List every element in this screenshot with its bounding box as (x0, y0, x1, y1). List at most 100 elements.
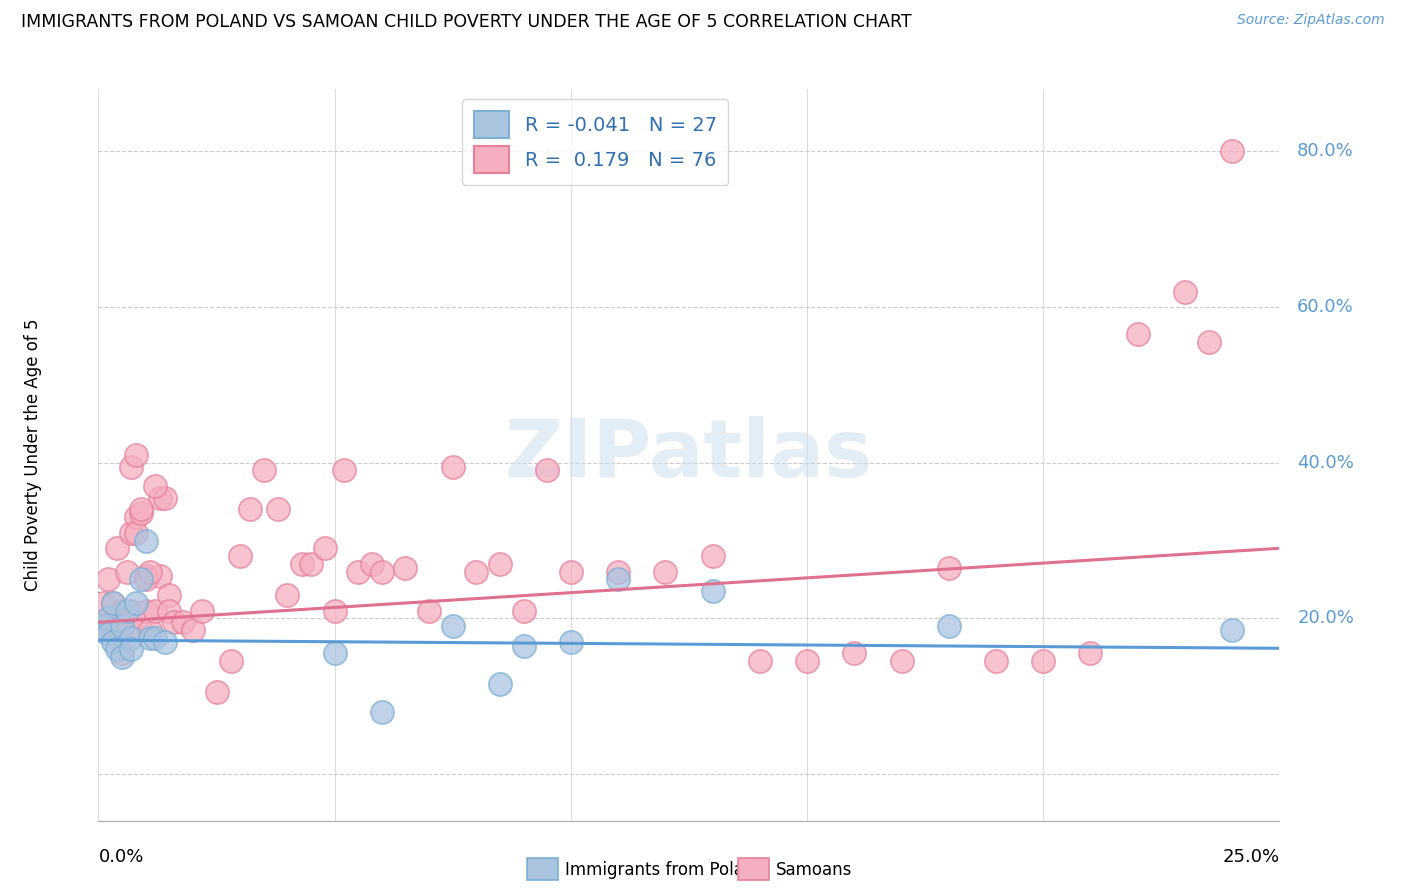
Point (299, 557, 322, 571)
Text: 60.0%: 60.0% (1298, 298, 1354, 316)
Point (465, 565, 488, 579)
Point (984, 654, 1007, 668)
Point (129, 506, 152, 520)
Text: 40.0%: 40.0% (1298, 454, 1354, 472)
Point (418, 603, 440, 617)
Point (121, 603, 143, 617)
Text: 25.0%: 25.0% (1222, 848, 1279, 866)
Point (253, 463, 276, 477)
Point (323, 603, 346, 617)
Point (111, 619, 134, 633)
Point (371, 705, 394, 719)
Point (536, 463, 558, 477)
Point (1220, 623, 1243, 637)
Point (702, 549, 724, 563)
Point (1220, 145, 1243, 159)
Point (607, 565, 630, 579)
Point (121, 642, 143, 657)
Point (101, 596, 124, 610)
Point (702, 584, 724, 599)
Point (796, 654, 818, 668)
Point (121, 631, 143, 645)
Text: Source: ZipAtlas.com: Source: ZipAtlas.com (1237, 13, 1385, 28)
Point (1080, 646, 1102, 660)
Point (290, 557, 312, 571)
Point (1032, 654, 1054, 668)
Point (125, 510, 148, 524)
Point (333, 463, 356, 477)
Point (105, 642, 128, 657)
Point (560, 565, 582, 579)
Point (101, 634, 124, 648)
Point (97, 611, 120, 625)
Point (139, 565, 162, 579)
Point (172, 615, 194, 630)
Point (143, 631, 166, 645)
Point (153, 491, 176, 505)
Point (139, 631, 162, 645)
Point (115, 565, 138, 579)
Point (153, 634, 176, 648)
Point (135, 573, 157, 587)
Point (91, 615, 114, 630)
Point (157, 588, 180, 602)
Point (371, 565, 394, 579)
Point (111, 623, 134, 637)
Point (135, 568, 157, 582)
Point (361, 557, 384, 571)
Point (163, 615, 186, 630)
Point (844, 646, 866, 660)
Point (489, 677, 512, 691)
Point (111, 646, 134, 660)
Text: 0.0%: 0.0% (98, 848, 143, 866)
Point (101, 596, 124, 610)
Text: ZIPatlas: ZIPatlas (505, 416, 873, 494)
Point (489, 557, 512, 571)
Point (139, 623, 162, 637)
Point (323, 646, 346, 660)
Point (135, 533, 157, 548)
Point (394, 560, 416, 574)
Point (143, 479, 166, 493)
Point (654, 565, 676, 579)
Text: Immigrants from Poland: Immigrants from Poland (565, 861, 765, 879)
Text: 80.0%: 80.0% (1298, 143, 1354, 161)
Point (748, 654, 770, 668)
Point (115, 623, 138, 637)
Point (149, 491, 172, 505)
Point (121, 525, 143, 540)
Point (1198, 335, 1220, 350)
Point (97, 619, 120, 633)
Point (105, 619, 128, 633)
Point (890, 654, 912, 668)
Point (181, 623, 204, 637)
Legend: R = -0.041   N = 27, R =  0.179   N = 76: R = -0.041 N = 27, R = 0.179 N = 76 (463, 99, 728, 185)
Point (191, 603, 214, 617)
Point (101, 623, 124, 637)
Point (129, 502, 152, 516)
Point (239, 502, 262, 516)
Point (512, 603, 534, 617)
Point (1126, 327, 1149, 342)
Point (607, 573, 630, 587)
Point (219, 654, 242, 668)
Point (229, 549, 252, 563)
Text: 20.0%: 20.0% (1298, 609, 1354, 627)
Point (149, 568, 172, 582)
Point (1174, 285, 1197, 299)
Point (111, 603, 134, 617)
Point (129, 623, 152, 637)
Point (276, 588, 298, 602)
Point (115, 603, 138, 617)
Point (97, 573, 120, 587)
Text: Samoans: Samoans (776, 861, 852, 879)
Point (205, 685, 228, 699)
Point (91, 619, 114, 633)
Text: Child Poverty Under the Age of 5: Child Poverty Under the Age of 5 (24, 318, 42, 591)
Point (938, 619, 960, 633)
Point (97, 627, 120, 641)
Point (441, 459, 464, 474)
Point (938, 560, 960, 574)
Point (125, 596, 148, 610)
Point (121, 459, 143, 474)
